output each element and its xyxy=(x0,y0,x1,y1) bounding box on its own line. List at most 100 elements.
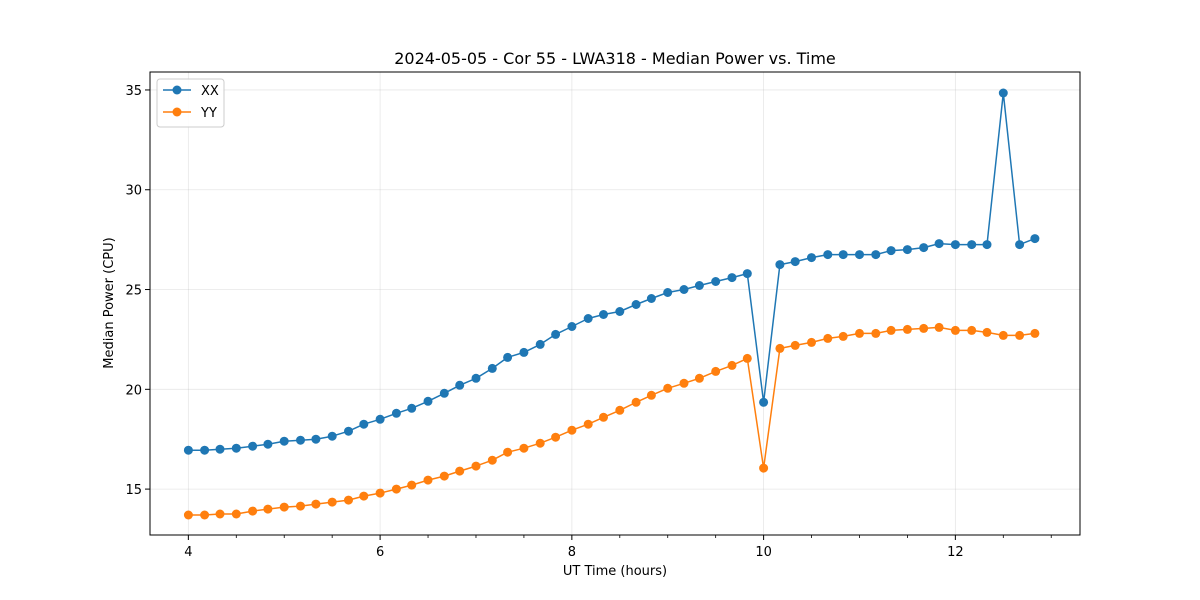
series-xx-point xyxy=(711,277,721,286)
series-xx-point xyxy=(487,363,497,373)
series-yy-point xyxy=(359,491,369,501)
series-xx-point xyxy=(855,250,864,260)
series-yy-point xyxy=(967,325,977,335)
series-xx-point xyxy=(471,373,481,383)
series-xx-point xyxy=(759,397,769,407)
series-yy-point xyxy=(1030,328,1040,338)
x-tick-label: 4 xyxy=(184,545,192,560)
series-xx-point xyxy=(631,300,641,309)
chart-title: 2024-05-05 - Cor 55 - LWA318 - Median Po… xyxy=(394,49,836,68)
series-yy-point xyxy=(855,328,864,338)
x-tick-label: 6 xyxy=(376,545,384,560)
series-xx-point xyxy=(279,436,289,446)
series-xx-point xyxy=(439,388,449,398)
series-xx-point xyxy=(551,329,561,339)
series-xx-point xyxy=(663,288,673,297)
series-yy-point xyxy=(679,378,689,388)
series-yy-point xyxy=(663,383,673,393)
series-xx-point xyxy=(248,441,258,451)
series-yy-point xyxy=(934,322,944,332)
series-xx-point xyxy=(344,426,353,436)
series-yy-point xyxy=(551,432,561,442)
series-yy-point xyxy=(727,360,737,370)
series-xx-point xyxy=(838,250,848,260)
series-yy-point xyxy=(391,484,401,494)
series-xx-point xyxy=(775,260,785,270)
series-xx-point xyxy=(902,245,912,255)
series-xx-point xyxy=(727,273,737,283)
series-xx-point xyxy=(455,380,465,390)
series-yy-point xyxy=(200,510,210,520)
series-layer xyxy=(183,88,1040,520)
series-yy-point xyxy=(344,495,353,505)
series-yy-point xyxy=(919,323,929,333)
y-tick-label: 20 xyxy=(125,383,142,398)
series-yy-point xyxy=(503,447,513,457)
series-xx-point xyxy=(535,339,545,349)
series-yy-point xyxy=(838,331,848,341)
series-xx-point xyxy=(503,352,513,362)
series-yy-point xyxy=(471,461,481,471)
series-yy-point xyxy=(711,366,721,376)
legend-yy-label: YY xyxy=(200,106,217,121)
series-xx-point xyxy=(950,240,960,250)
series-yy-point xyxy=(998,330,1008,340)
x-tick-label: 10 xyxy=(755,545,772,560)
series-xx-point xyxy=(871,250,881,260)
series-xx-point xyxy=(599,310,608,319)
legend-xx-label: XX xyxy=(201,84,219,99)
series-yy-line xyxy=(188,326,1035,516)
y-tick-label: 30 xyxy=(125,184,142,199)
series-xx-point xyxy=(311,434,321,444)
legend: XX YY xyxy=(156,78,225,128)
series-yy-point xyxy=(631,397,641,407)
series-xx-point xyxy=(790,257,800,267)
series-yy-point xyxy=(742,353,752,363)
series-xx-point xyxy=(646,294,656,303)
series-yy-point xyxy=(423,475,433,485)
series-yy-point xyxy=(759,463,769,473)
series-yy-point xyxy=(487,455,497,465)
series-xx-point xyxy=(694,281,704,290)
series-xx-point xyxy=(919,243,929,253)
plot-frame xyxy=(149,71,1081,536)
series-xx-point xyxy=(679,285,689,294)
series-xx-point xyxy=(807,253,816,263)
series-xx-point xyxy=(982,240,992,250)
legend-yy-marker xyxy=(172,107,182,117)
series-yy-point xyxy=(439,471,449,481)
series-yy-point xyxy=(279,502,289,512)
series-yy-point xyxy=(583,419,593,429)
series-yy-point xyxy=(248,506,258,516)
y-axis-label: Median Power (CPU) xyxy=(102,237,117,368)
series-yy-point xyxy=(807,337,816,347)
series-xx-point xyxy=(967,240,977,250)
series-xx-point xyxy=(1015,240,1025,250)
series-xx-point xyxy=(375,414,385,424)
series-xx-point xyxy=(391,408,401,418)
series-yy-point xyxy=(1015,330,1025,340)
series-xx-point xyxy=(407,403,417,413)
series-yy-point xyxy=(823,333,833,343)
series-yy-point xyxy=(296,501,305,511)
series-xx-point xyxy=(183,445,193,455)
series-yy-point xyxy=(519,443,529,453)
series-yy-point xyxy=(950,325,960,335)
series-xx-point xyxy=(567,322,577,331)
series-yy-point xyxy=(455,466,465,476)
x-axis: 4 6 8 10 12 xyxy=(184,535,1052,560)
series-xx-point xyxy=(886,246,896,256)
series-xx-point xyxy=(934,239,944,249)
y-tick-label: 35 xyxy=(125,84,142,99)
series-xx-point xyxy=(742,269,752,279)
series-xx-point xyxy=(583,314,593,323)
series-yy-point xyxy=(311,499,321,509)
series-xx-point xyxy=(200,445,210,455)
series-xx-point xyxy=(519,347,529,357)
series-yy-point xyxy=(535,438,545,448)
series-yy-point xyxy=(790,340,800,350)
series-yy-point xyxy=(886,325,896,335)
y-axis: 15 20 25 30 35 xyxy=(125,84,150,498)
series-xx-point xyxy=(615,307,625,316)
